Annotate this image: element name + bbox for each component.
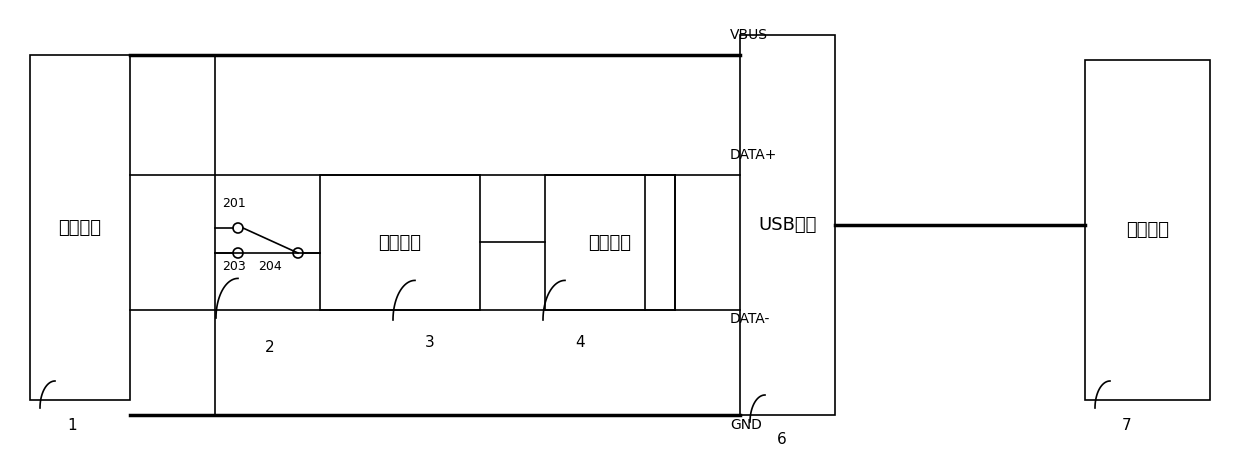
Text: 4: 4 bbox=[575, 335, 584, 350]
Bar bbox=[320, 175, 480, 310]
Text: 203: 203 bbox=[222, 260, 246, 273]
Bar bbox=[740, 35, 835, 415]
Text: DATA-: DATA- bbox=[730, 312, 770, 326]
Bar bbox=[1085, 60, 1210, 400]
Text: 功能模块: 功能模块 bbox=[589, 234, 631, 252]
Text: 204: 204 bbox=[258, 260, 281, 273]
Bar bbox=[546, 175, 675, 310]
Bar bbox=[30, 55, 130, 400]
Text: 201: 201 bbox=[222, 197, 246, 210]
Text: 7: 7 bbox=[1122, 418, 1132, 433]
Text: USB接口: USB接口 bbox=[759, 216, 817, 234]
Text: 3: 3 bbox=[425, 335, 435, 350]
Text: 2: 2 bbox=[265, 340, 274, 355]
Text: GND: GND bbox=[730, 418, 761, 432]
Text: VBUS: VBUS bbox=[730, 28, 768, 42]
Text: 外接设备: 外接设备 bbox=[1126, 221, 1169, 239]
Text: 1: 1 bbox=[67, 418, 77, 433]
Text: 6: 6 bbox=[777, 432, 786, 447]
Text: 电源模块: 电源模块 bbox=[58, 219, 102, 236]
Text: 驱动模块: 驱动模块 bbox=[378, 234, 422, 252]
Text: DATA+: DATA+ bbox=[730, 148, 777, 162]
